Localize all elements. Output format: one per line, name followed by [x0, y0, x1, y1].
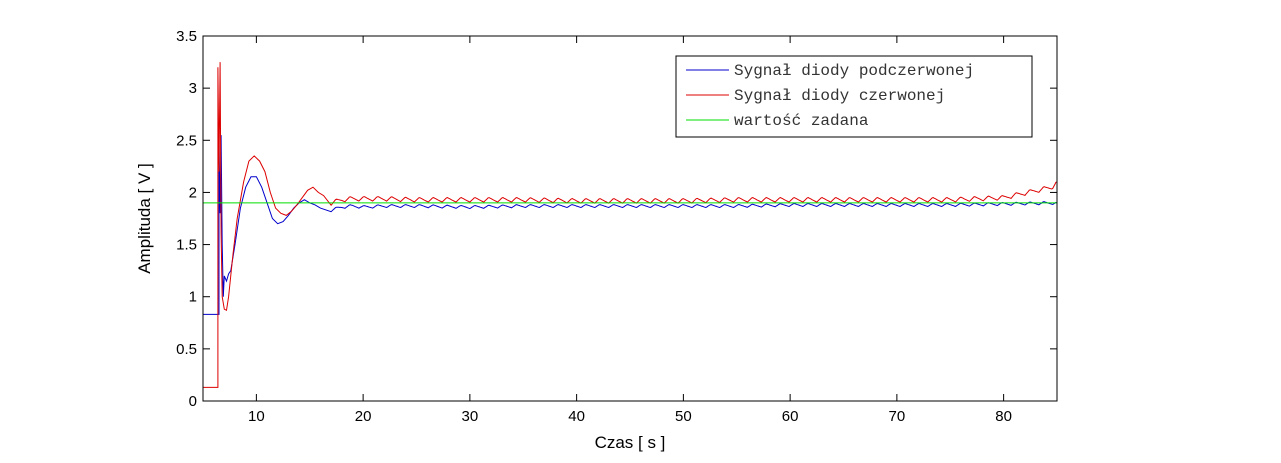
legend: Sygnał diody podczerwonej Sygnał diody cz…: [675, 55, 1033, 138]
y-tick-label: 2.5: [176, 132, 197, 149]
x-tick-label: 60: [782, 408, 799, 425]
y-axis-label: Amplituda [ V ]: [135, 163, 154, 274]
x-tick-label: 10: [248, 408, 265, 425]
series-layer: [203, 62, 1058, 388]
y-tick-label: 0: [189, 393, 197, 410]
x-tick-label: 50: [675, 408, 692, 425]
series-line-2: [203, 62, 1058, 388]
x-axis-label: Czas [ s ]: [595, 433, 666, 452]
x-tick-label: 30: [462, 408, 479, 425]
x-tick-label: 20: [355, 408, 372, 425]
series-line-1: [203, 135, 1058, 315]
y-tick-label: 2: [189, 184, 197, 201]
plot-area: [202, 35, 1058, 402]
x-tick-label: 80: [995, 408, 1012, 425]
y-tick-label: 1.5: [176, 237, 197, 254]
legend-label: Sygnał diody podczerwonej: [734, 62, 974, 80]
y-tick-label: 3: [189, 80, 197, 97]
x-tick-label: 70: [889, 408, 906, 425]
legend-label: wartość zadana: [734, 112, 869, 130]
x-tick-label: 40: [568, 408, 585, 425]
axis-ticks: 10 20 30 40 50 60 70 80 0 0.5 1 1.5 2 2.5 3 3.5: [176, 28, 1057, 425]
y-tick-label: 0.5: [176, 341, 197, 358]
legend-label: Sygnał diody czerwonej: [734, 87, 945, 105]
legend-box: [675, 55, 1033, 138]
y-tick-label: 3.5: [176, 28, 197, 45]
y-tick-label: 1: [189, 289, 197, 306]
